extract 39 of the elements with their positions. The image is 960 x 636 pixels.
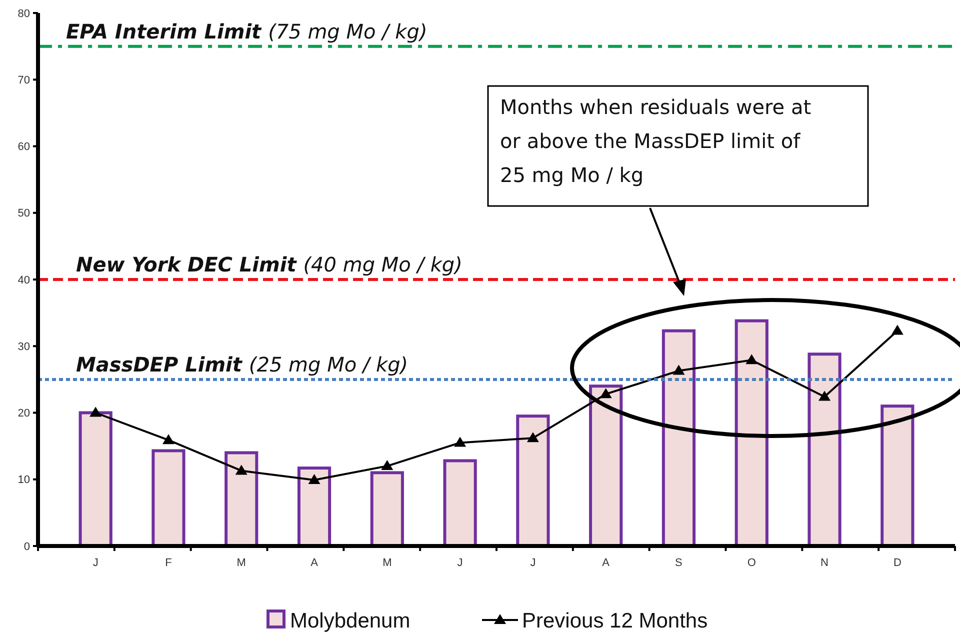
point xyxy=(454,436,466,447)
point xyxy=(672,364,685,375)
y-tick-label: 50 xyxy=(18,208,30,220)
legend-label: Molybdenum xyxy=(290,609,410,632)
x-tick-label: A xyxy=(602,557,610,569)
x-tick-label: O xyxy=(747,557,756,569)
y-tick-label: 80 xyxy=(18,8,30,20)
y-tick-label: 20 xyxy=(18,408,30,420)
x-tick-label: F xyxy=(165,557,172,569)
x-tick-label: A xyxy=(310,557,319,569)
x-tick-label: D xyxy=(893,557,902,569)
x-tick-label: J xyxy=(92,557,98,569)
y-tick-label: 70 xyxy=(18,74,30,86)
point xyxy=(381,460,394,470)
point xyxy=(90,406,102,417)
point xyxy=(526,432,539,442)
x-tick-label: N xyxy=(820,557,829,569)
point xyxy=(891,324,904,335)
ref-line-label: New York DEC Limit (40 mg Mo / kg) xyxy=(76,252,462,276)
point xyxy=(235,464,248,475)
ref-line-label: MassDEP Limit (25 mg Mo / kg) xyxy=(76,352,408,376)
y-tick-label: 10 xyxy=(18,474,30,486)
point xyxy=(600,388,612,398)
legend-label: Previous 12 Months xyxy=(522,609,708,632)
point xyxy=(308,474,320,484)
point xyxy=(818,390,831,401)
y-tick-label: 30 xyxy=(18,340,30,353)
x-tick-label: J xyxy=(530,557,536,569)
y-tick-label: 0 xyxy=(24,540,30,553)
y-tick-label: 40 xyxy=(18,274,30,286)
point xyxy=(746,354,758,364)
point xyxy=(162,434,174,444)
y-tick-label: 60 xyxy=(18,141,30,154)
x-tick-label: M xyxy=(382,557,392,569)
ref-line-label: EPA Interim Limit (75 mg Mo / kg) xyxy=(66,19,428,44)
x-tick-label: M xyxy=(236,557,246,569)
x-tick-label: S xyxy=(675,557,682,569)
annotation: Months when residuals were at or above the MassDEP limit of 25 mg Mo / kg xyxy=(500,95,812,187)
x-tick-label: J xyxy=(457,557,463,569)
